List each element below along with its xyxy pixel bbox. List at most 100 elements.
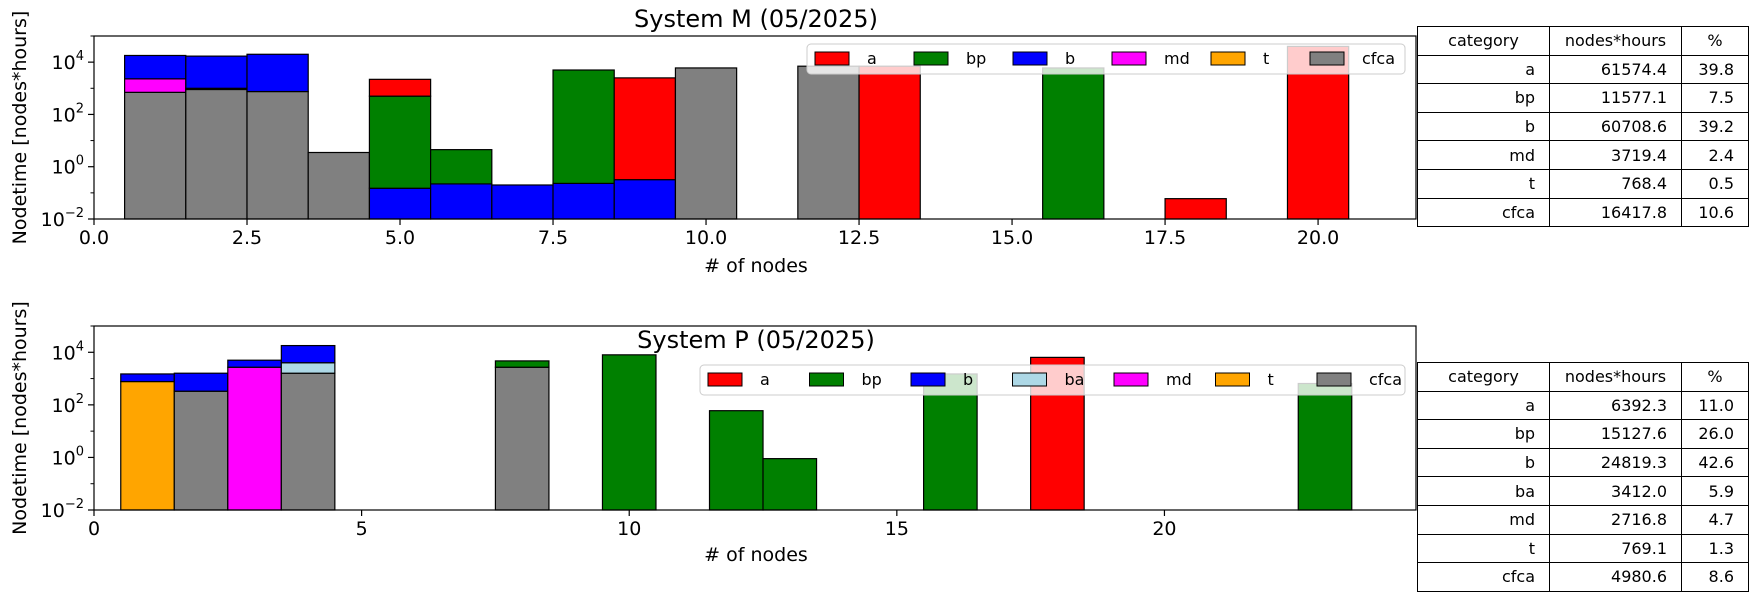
bar-segment-a bbox=[858, 65, 921, 220]
bar-segment-b bbox=[552, 182, 615, 220]
legend-swatch-bp bbox=[913, 51, 949, 66]
legend-swatch-bp bbox=[809, 372, 844, 387]
table-row: ba 3412.0 5.9 bbox=[1417, 476, 1749, 506]
bar-segment-md bbox=[124, 78, 187, 93]
x-tick-label: 15.0 bbox=[991, 227, 1033, 249]
x-axis-label: # of nodes bbox=[704, 544, 808, 566]
table-cell: 16417.8 bbox=[1549, 197, 1682, 228]
legend-label-t: t bbox=[1263, 49, 1269, 68]
table-row: a 61574.4 39.8 bbox=[1417, 54, 1749, 85]
bar-segment-bp bbox=[762, 458, 818, 511]
legend-swatch-t bbox=[1210, 51, 1246, 66]
legend-swatch-cfca bbox=[1309, 51, 1345, 66]
bar-segment-cfca bbox=[674, 67, 738, 220]
legend-label-b: b bbox=[1065, 49, 1075, 68]
summary-table-system-m: category nodes*hours % a 61574.4 39.8 bp… bbox=[1417, 26, 1749, 228]
legend-label-bp: bp bbox=[862, 370, 882, 389]
bar-segment-a bbox=[1286, 45, 1350, 220]
table-row: t 768.4 0.5 bbox=[1417, 168, 1749, 199]
table-cell: 11.0 bbox=[1681, 390, 1749, 421]
table-cell: 4.7 bbox=[1681, 504, 1749, 535]
table-header-row: category nodes*hours % bbox=[1417, 362, 1749, 392]
bar-segment-bp bbox=[708, 410, 764, 511]
legend-label-md: md bbox=[1166, 370, 1192, 389]
bar-segment-bp bbox=[494, 360, 550, 368]
bar-segment-bp bbox=[430, 149, 493, 185]
legend-label-t: t bbox=[1268, 370, 1274, 389]
table-cell: 39.2 bbox=[1681, 111, 1749, 142]
x-tick-label: 5 bbox=[356, 518, 368, 540]
table-cell: 39.8 bbox=[1681, 54, 1749, 85]
table-row: a 6392.3 11.0 bbox=[1417, 390, 1749, 421]
bar-segment-ba bbox=[280, 362, 336, 374]
bar-segment-bp bbox=[368, 95, 432, 189]
legend-swatch-md bbox=[1113, 372, 1149, 387]
x-tick-label: 2.5 bbox=[232, 227, 262, 249]
table-cell: 768.4 bbox=[1549, 168, 1682, 199]
table-cell: 2716.8 bbox=[1549, 504, 1682, 535]
legend-label-md: md bbox=[1164, 49, 1190, 68]
y-tick-label: 104 bbox=[52, 49, 84, 74]
bar-segment-b bbox=[246, 53, 309, 93]
table-cell: a bbox=[1417, 390, 1550, 421]
legend-label-a: a bbox=[867, 49, 877, 68]
legend-label-b: b bbox=[963, 370, 973, 389]
legend-swatch-t bbox=[1215, 372, 1250, 387]
bar-segment-cfca bbox=[280, 372, 336, 511]
bar-segment-bp bbox=[922, 373, 978, 511]
table-cell: 60708.6 bbox=[1549, 111, 1682, 142]
table-header-row: category nodes*hours % bbox=[1417, 26, 1749, 56]
bar-segment-cfca bbox=[494, 366, 550, 511]
table-cell: 8.6 bbox=[1681, 562, 1749, 592]
table-cell: t bbox=[1417, 533, 1550, 564]
chart-title: System P (05/2025) bbox=[637, 326, 875, 354]
y-tick-label: 100 bbox=[52, 154, 84, 179]
bar-segment-cfca bbox=[185, 88, 248, 220]
bar-segment-b bbox=[430, 183, 493, 220]
bar-segment-cfca bbox=[173, 390, 229, 511]
x-axis-label: # of nodes bbox=[704, 255, 808, 277]
bar-segment-bp bbox=[1297, 382, 1353, 511]
table-cell: 61574.4 bbox=[1549, 54, 1682, 85]
bar-segment-b bbox=[173, 372, 229, 392]
legend-swatch-ba bbox=[1012, 372, 1047, 387]
legend-swatch-b bbox=[1012, 51, 1048, 66]
bar-segment-b bbox=[124, 54, 187, 80]
y-tick-label: 10−2 bbox=[41, 497, 84, 522]
table-cell: b bbox=[1417, 447, 1550, 478]
legend-label-bp: bp bbox=[966, 49, 986, 68]
bar-segment-b bbox=[120, 373, 175, 383]
x-tick-label: 17.5 bbox=[1144, 227, 1186, 249]
x-tick-label: 0 bbox=[88, 518, 100, 540]
legend-swatch-md bbox=[1111, 51, 1147, 66]
summary-table-system-p: category nodes*hours % a 6392.3 11.0 bp … bbox=[1417, 362, 1749, 592]
legend-swatch-cfca bbox=[1316, 372, 1352, 387]
y-axis-label: Nodetime [nodes*hours] bbox=[9, 301, 31, 535]
table-header-cell: nodes*hours bbox=[1549, 26, 1682, 56]
table-cell: t bbox=[1417, 168, 1550, 199]
y-tick-label: 102 bbox=[52, 392, 84, 417]
x-tick-label: 7.5 bbox=[538, 227, 568, 249]
table-cell: md bbox=[1417, 504, 1550, 535]
table-row: bp 15127.6 26.0 bbox=[1417, 419, 1749, 449]
x-tick-label: 5.0 bbox=[385, 227, 415, 249]
x-tick-label: 12.5 bbox=[838, 227, 880, 249]
bar-segment-cfca bbox=[307, 151, 371, 220]
table-cell: 5.9 bbox=[1681, 476, 1749, 506]
table-cell: 10.6 bbox=[1681, 197, 1749, 228]
table-cell: md bbox=[1417, 140, 1550, 170]
legend-label-cfca: cfca bbox=[1369, 370, 1402, 389]
bar-segment-b bbox=[280, 344, 336, 364]
legend-swatch-b bbox=[910, 372, 946, 387]
x-tick-label: 15 bbox=[885, 518, 909, 540]
table-row: b 60708.6 39.2 bbox=[1417, 111, 1749, 142]
bar-segment-b bbox=[491, 184, 554, 220]
table-cell: cfca bbox=[1417, 197, 1550, 228]
y-tick-label: 10−2 bbox=[41, 206, 84, 231]
table-row: b 24819.3 42.6 bbox=[1417, 447, 1749, 478]
table-cell: bp bbox=[1417, 419, 1550, 449]
table-cell: 6392.3 bbox=[1549, 390, 1682, 421]
table-cell: 26.0 bbox=[1681, 419, 1749, 449]
table-cell: 0.5 bbox=[1681, 168, 1749, 199]
bar-segment-b bbox=[613, 179, 677, 220]
